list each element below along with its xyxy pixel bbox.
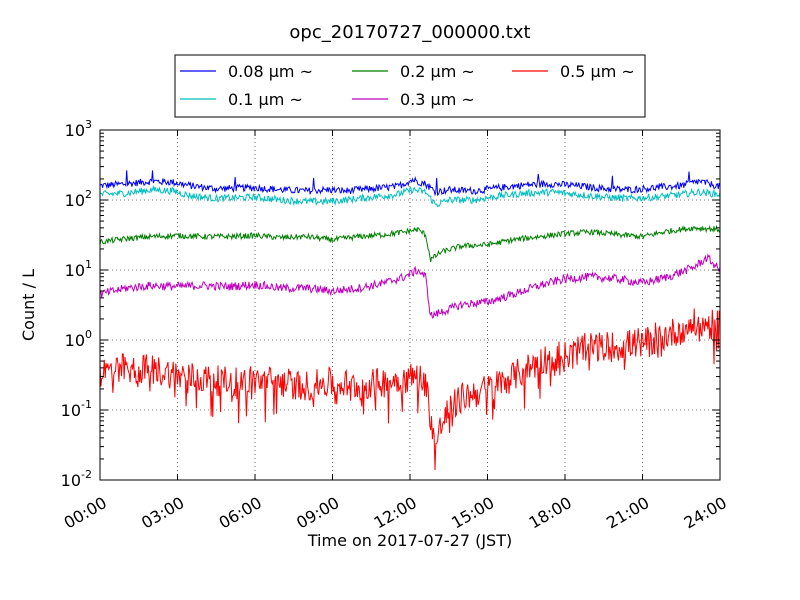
y-tick-exponent: 2 [85, 188, 92, 201]
y-tick-exponent: -2 [81, 468, 92, 481]
series-line-2 [99, 224, 721, 263]
legend-label: 0.08 μm ~ [228, 62, 313, 81]
legend-label: 0.1 μm ~ [228, 90, 303, 109]
y-tick-label: 100 [65, 328, 92, 350]
chart-title: opc_20170727_000000.txt [289, 22, 530, 43]
y-tick-base: 10 [65, 261, 85, 280]
y-axis-label: Count / L [19, 269, 38, 341]
y-tick-base: 10 [65, 121, 85, 140]
legend-label: 0.5 μm ~ [560, 62, 635, 81]
y-tick-base: 10 [61, 471, 81, 490]
y-tick-exponent: 3 [85, 118, 92, 131]
legend-label: 0.3 μm ~ [400, 90, 475, 109]
series-layer [99, 170, 721, 471]
legend-label: 0.2 μm ~ [400, 62, 475, 81]
legend: 0.08 μm ~ 0.1 μm ~ 0.2 μm ~ 0.3 μm ~ 0.5 μm … [174, 54, 646, 118]
y-tick-label: 10-2 [61, 468, 92, 490]
y-tick-base: 10 [65, 191, 85, 210]
y-tick-exponent: 1 [85, 258, 92, 271]
series-line-0 [99, 170, 721, 197]
y-tick-exponent: -1 [81, 398, 92, 411]
series-line-3 [99, 253, 721, 319]
y-tick-base: 10 [65, 331, 85, 350]
y-tick-label: 103 [65, 118, 92, 140]
legend-frame [174, 54, 646, 118]
y-tick-base: 10 [61, 401, 81, 420]
axis-ticks [99, 129, 721, 481]
grid [100, 130, 720, 480]
x-axis-label: Time on 2017-07-27 (JST) [307, 531, 512, 550]
y-tick-label: 102 [65, 188, 92, 210]
y-tick-exponent: 0 [85, 328, 92, 341]
y-tick-label: 10-1 [61, 398, 92, 420]
series-line-4 [99, 308, 721, 471]
series-line-1 [99, 184, 721, 208]
y-tick-label: 101 [65, 258, 92, 280]
